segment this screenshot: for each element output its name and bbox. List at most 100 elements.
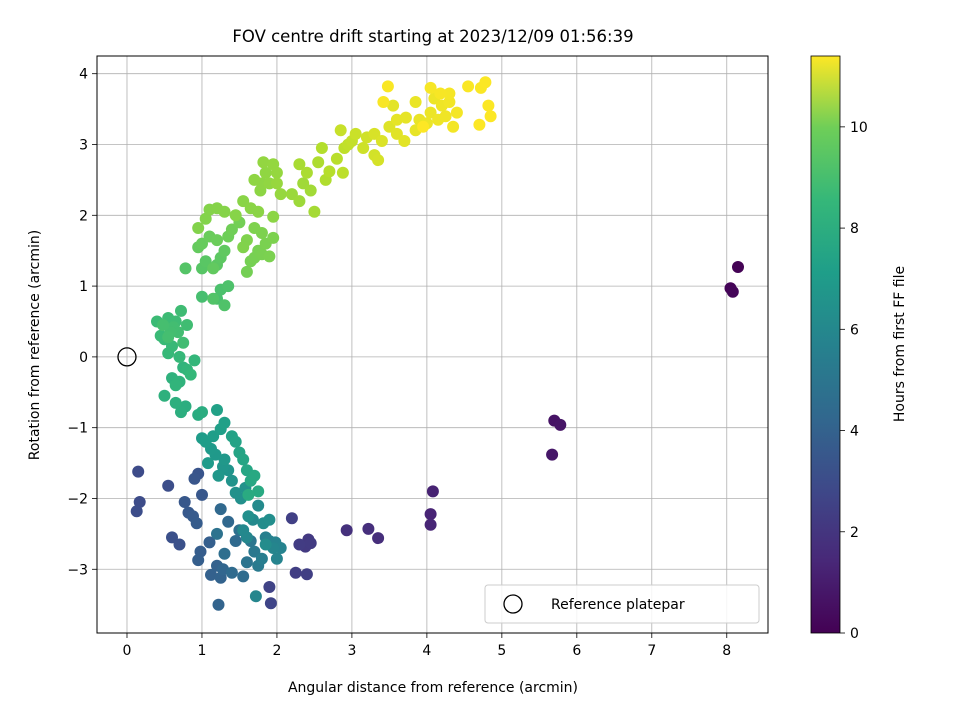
- chart-title: FOV centre drift starting at 2023/12/09 …: [232, 27, 633, 46]
- data-point: [218, 244, 231, 257]
- y-tick-label: 0: [79, 350, 88, 366]
- data-point: [207, 292, 220, 305]
- data-point: [203, 536, 216, 549]
- x-tick-label: 6: [572, 643, 581, 659]
- data-point: [222, 515, 235, 528]
- data-point: [229, 435, 242, 448]
- data-point: [252, 499, 265, 512]
- data-point: [304, 537, 317, 550]
- data-point: [225, 566, 238, 579]
- data-point: [289, 566, 302, 579]
- data-point: [726, 285, 739, 298]
- data-point: [237, 241, 250, 254]
- data-point: [218, 299, 231, 312]
- data-point: [264, 597, 277, 610]
- x-tick-label: 4: [422, 643, 431, 659]
- colorbar-tick-label: 0: [850, 626, 859, 642]
- data-point: [300, 568, 313, 581]
- data-point: [196, 406, 208, 419]
- data-point: [263, 581, 276, 593]
- data-point: [554, 418, 567, 431]
- data-point: [387, 99, 400, 112]
- data-point: [263, 250, 276, 263]
- data-point: [177, 336, 190, 349]
- data-point: [424, 106, 437, 119]
- data-point: [390, 127, 403, 140]
- data-point: [211, 527, 223, 540]
- data-point: [447, 120, 460, 133]
- data-point: [192, 554, 205, 567]
- colorbar-tick-label: 6: [850, 322, 859, 338]
- data-point: [162, 331, 175, 344]
- data-point: [368, 127, 381, 140]
- x-tick-label: 1: [197, 643, 206, 659]
- data-point: [166, 531, 178, 544]
- grid-lines: [97, 56, 768, 633]
- plot-frame: [96, 55, 769, 634]
- x-tick-label: 3: [347, 643, 356, 659]
- data-point: [270, 177, 283, 190]
- data-point: [179, 262, 192, 275]
- data-point: [252, 205, 265, 218]
- legend-marker-reference: [503, 594, 523, 614]
- data-point: [304, 184, 317, 197]
- y-tick-label: 3: [79, 137, 88, 153]
- data-point: [184, 368, 197, 381]
- data-point: [285, 512, 298, 525]
- data-point: [479, 76, 492, 89]
- colorbar-tick-label: 10: [850, 120, 868, 136]
- data-point: [409, 96, 422, 108]
- data-point: [297, 177, 310, 190]
- data-point: [218, 453, 231, 466]
- data-point: [375, 135, 388, 147]
- y-tick-label: 2: [79, 208, 88, 224]
- data-point: [257, 156, 270, 169]
- colorbar-label: Hours from first FF file: [892, 266, 908, 422]
- data-point: [212, 598, 225, 611]
- data-point: [372, 532, 385, 545]
- data-point: [372, 154, 385, 167]
- data-point: [211, 404, 223, 416]
- colorbar: 0 2 4 6 8 10 Hours from first FF file: [810, 55, 908, 642]
- data-point: [190, 517, 203, 530]
- x-tick-label: 8: [722, 643, 731, 659]
- data-point: [399, 111, 412, 124]
- data-point: [158, 389, 171, 402]
- data-point: [383, 120, 396, 133]
- data-point: [173, 538, 186, 551]
- data-point: [248, 173, 261, 186]
- data-point: [199, 212, 212, 225]
- data-point: [237, 195, 250, 208]
- data-point: [439, 110, 452, 123]
- data-point: [133, 496, 146, 508]
- data-point: [300, 166, 313, 179]
- data-point: [426, 485, 439, 498]
- data-point: [242, 510, 255, 523]
- data-point: [205, 568, 217, 581]
- data-point: [259, 538, 272, 551]
- reference-point-marker: [117, 347, 137, 367]
- data-point: [157, 319, 169, 331]
- data-point: [218, 547, 231, 560]
- data-point: [334, 124, 347, 137]
- data-point: [181, 319, 193, 331]
- y-tick-label: 1: [79, 279, 88, 295]
- data-point: [336, 166, 349, 179]
- data-point: [202, 457, 214, 470]
- data-point: [270, 552, 283, 565]
- data-point: [330, 152, 343, 165]
- data-point: [248, 222, 261, 234]
- data-point: [169, 379, 182, 392]
- data-point: [225, 474, 238, 487]
- data-point: [340, 524, 353, 537]
- data-point: [237, 570, 250, 583]
- data-point: [484, 110, 497, 123]
- data-point: [196, 237, 208, 250]
- data-point: [323, 165, 336, 178]
- data-point: [417, 120, 430, 133]
- axis-ticks: 0 1 2 3 4 5 6 7 8 −3 −2 −1 0 1 2 3 4: [67, 67, 731, 659]
- data-point: [381, 80, 394, 93]
- data-point: [192, 222, 205, 234]
- data-point: [229, 535, 242, 547]
